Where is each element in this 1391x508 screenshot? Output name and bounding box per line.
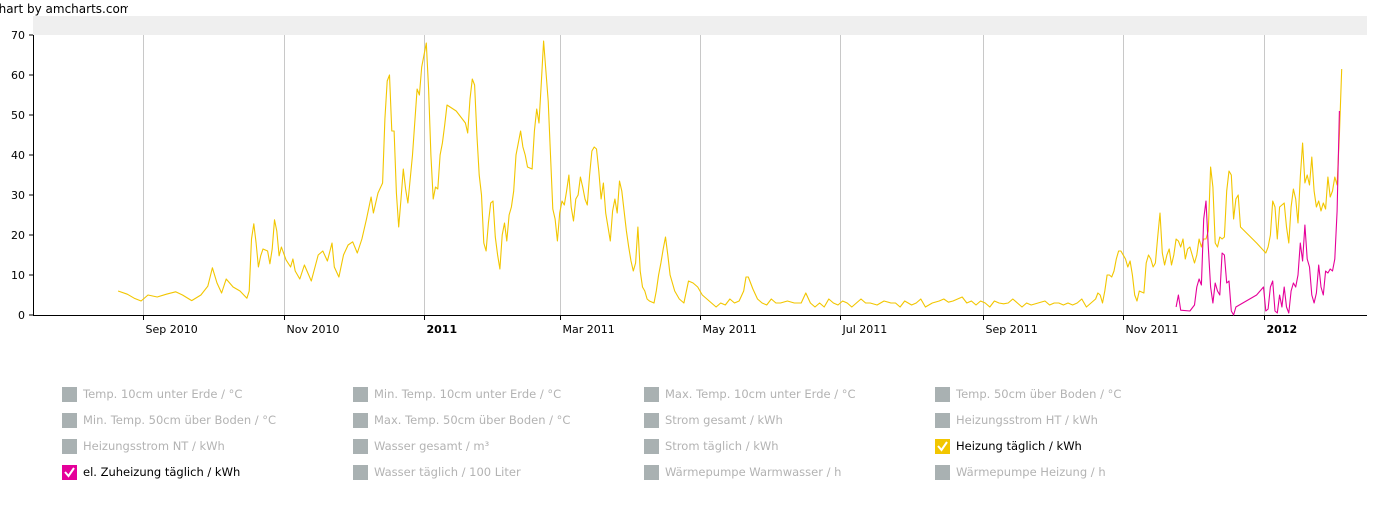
legend-item[interactable]: Min. Temp. 10cm unter Erde / °C xyxy=(353,385,561,403)
legend-label: Max. Temp. 50cm über Boden / °C xyxy=(374,413,571,427)
legend-label: Min. Temp. 50cm über Boden / °C xyxy=(83,413,277,427)
y-tick-label: 30 xyxy=(11,189,25,202)
legend-item[interactable]: Wasser gesamt / m³ xyxy=(353,437,489,455)
y-tick-label: 10 xyxy=(11,269,25,282)
x-tick-label: Sep 2011 xyxy=(986,323,1038,336)
x-axis: Sep 2010 Nov 2010 2011 Mar 2011 May 2011 Jul … xyxy=(33,315,1367,336)
legend-label: Heizungsstrom HT / kWh xyxy=(956,413,1098,427)
checkbox-unchecked-icon[interactable] xyxy=(644,438,659,454)
legend-label: Wasser gesamt / m³ xyxy=(374,439,490,453)
x-tick-label: 2011 xyxy=(427,323,458,336)
legend-item[interactable]: el. Zuheizung täglich / kWh xyxy=(62,463,240,481)
checkbox-unchecked-icon[interactable] xyxy=(353,386,368,402)
legend-label: Max. Temp. 10cm unter Erde / °C xyxy=(665,387,856,401)
y-tick-label: 60 xyxy=(11,69,25,82)
grid-lines xyxy=(143,35,1265,315)
series-line-zuheizung[interactable] xyxy=(1175,110,1340,316)
legend-item[interactable]: Strom täglich / kWh xyxy=(644,437,779,455)
checkbox-unchecked-icon[interactable] xyxy=(353,438,368,454)
legend-label: Temp. 50cm über Boden / °C xyxy=(956,387,1122,401)
legend-item[interactable]: Strom gesamt / kWh xyxy=(644,411,783,429)
y-axis: 0 10 20 30 40 50 60 70 xyxy=(11,29,34,322)
checkbox-unchecked-icon[interactable] xyxy=(644,386,659,402)
y-tick-label: 20 xyxy=(11,229,25,242)
x-tick-label: Mar 2011 xyxy=(563,323,615,336)
legend-label: el. Zuheizung täglich / kWh xyxy=(83,465,241,479)
legend-label: Heizung täglich / kWh xyxy=(956,439,1082,453)
y-tick-label: 70 xyxy=(11,29,25,42)
x-tick-label: Sep 2010 xyxy=(146,323,198,336)
y-tick-label: 0 xyxy=(18,309,25,322)
checkbox-unchecked-icon[interactable] xyxy=(62,412,77,428)
legend-item[interactable]: Wärmepumpe Warmwasser / h xyxy=(644,463,841,481)
legend-item[interactable]: Wärmepumpe Heizung / h xyxy=(935,463,1106,481)
checkbox-unchecked-icon[interactable] xyxy=(935,386,950,402)
checkbox-unchecked-icon[interactable] xyxy=(353,412,368,428)
legend-label: Min. Temp. 10cm unter Erde / °C xyxy=(374,387,562,401)
line-chart: 0 10 20 30 40 50 60 70 Sep 2010 Nov 2010 2011 Mar … xyxy=(11,16,1367,336)
series-layer xyxy=(117,40,1343,316)
legend-label: Strom täglich / kWh xyxy=(665,439,779,453)
checkbox-unchecked-icon[interactable] xyxy=(644,464,659,480)
legend-item[interactable]: Heizung täglich / kWh xyxy=(935,437,1082,455)
legend-item[interactable]: Wasser täglich / 100 Liter xyxy=(353,463,521,481)
legend-label: Wärmepumpe Warmwasser / h xyxy=(665,465,842,479)
legend-item[interactable]: Heizungsstrom HT / kWh xyxy=(935,411,1098,429)
y-tick-label: 50 xyxy=(11,109,25,122)
checkbox-unchecked-icon[interactable] xyxy=(644,412,659,428)
legend-label: Wärmepumpe Heizung / h xyxy=(956,465,1106,479)
legend-item[interactable]: Min. Temp. 50cm über Boden / °C xyxy=(62,411,276,429)
x-tick-label: Nov 2011 xyxy=(1126,323,1179,336)
checkbox-unchecked-icon[interactable] xyxy=(62,438,77,454)
series-line-heizung[interactable] xyxy=(117,40,1343,308)
x-tick-label: Nov 2010 xyxy=(287,323,340,336)
checkbox-unchecked-icon[interactable] xyxy=(62,386,77,402)
legend-item[interactable]: Temp. 10cm unter Erde / °C xyxy=(62,385,242,403)
legend-label: Wasser täglich / 100 Liter xyxy=(374,465,521,479)
legend-item[interactable]: Heizungsstrom NT / kWh xyxy=(62,437,225,455)
legend-item[interactable]: Max. Temp. 10cm unter Erde / °C xyxy=(644,385,856,403)
legend-label: Heizungsstrom NT / kWh xyxy=(83,439,225,453)
legend-label: Strom gesamt / kWh xyxy=(665,413,783,427)
x-tick-label: May 2011 xyxy=(703,323,757,336)
x-tick-label: 2012 xyxy=(1267,323,1298,336)
scrollbar-track[interactable] xyxy=(33,16,1367,35)
checkbox-checked-icon[interactable] xyxy=(935,438,950,454)
checkbox-unchecked-icon[interactable] xyxy=(353,464,368,480)
checkbox-unchecked-icon[interactable] xyxy=(935,412,950,428)
legend-item[interactable]: Temp. 50cm über Boden / °C xyxy=(935,385,1121,403)
checkbox-checked-icon[interactable] xyxy=(62,464,77,480)
amcharts-credit[interactable]: chart by amcharts.com xyxy=(0,2,128,16)
y-tick-label: 40 xyxy=(11,149,25,162)
x-tick-label: Jul 2011 xyxy=(842,323,888,336)
legend-item[interactable]: Max. Temp. 50cm über Boden / °C xyxy=(353,411,570,429)
legend-label: Temp. 10cm unter Erde / °C xyxy=(83,387,243,401)
checkbox-unchecked-icon[interactable] xyxy=(935,464,950,480)
